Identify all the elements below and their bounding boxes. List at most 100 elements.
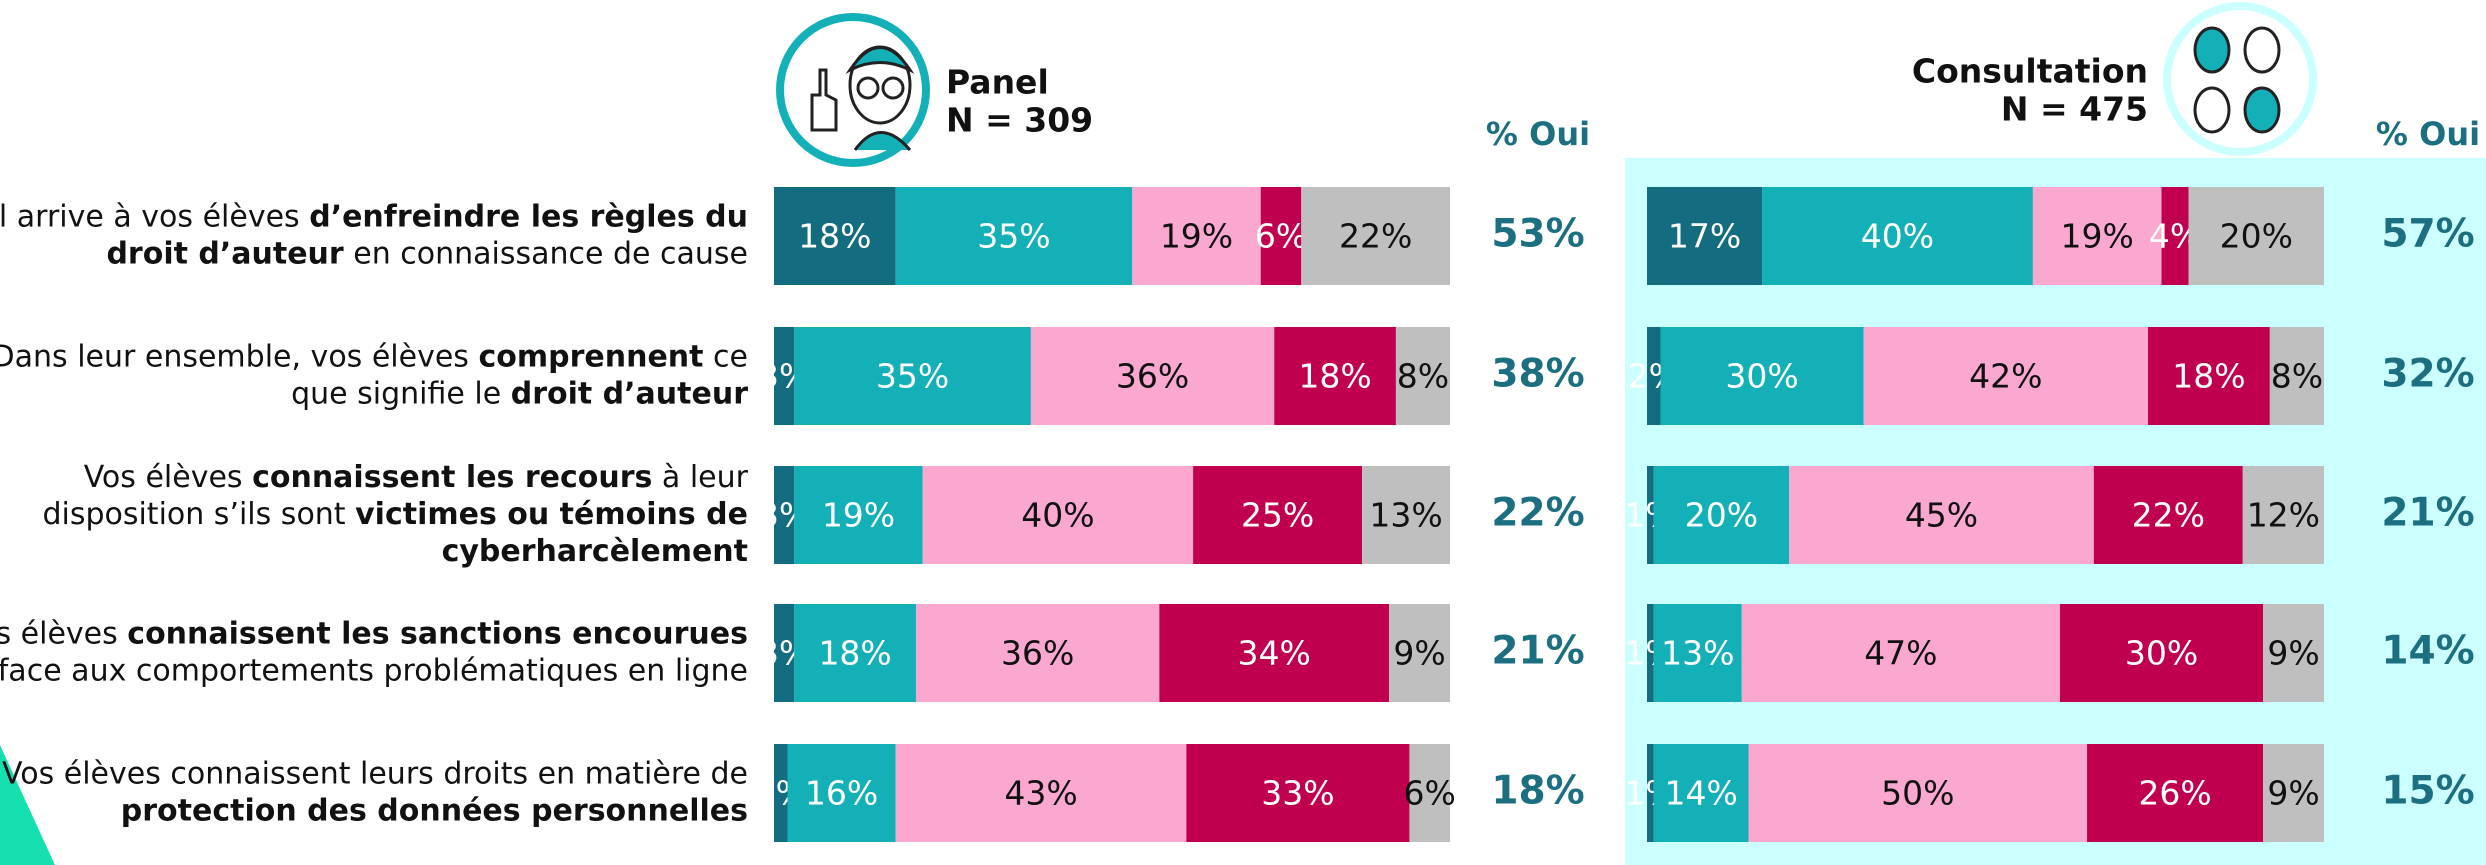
oui-value: 22% [1491,491,1584,536]
bar-value-label: 12% [2247,496,2320,535]
oui-value: 57% [2381,212,2474,257]
row-label-part: connaissent les sanctions encourues [127,616,748,651]
oui-value: 38% [1491,352,1584,397]
chart-title: Consultation [1912,52,2148,91]
bar-segment [895,744,1187,842]
row-label-part: protection des données personnelles [121,793,748,828]
bar-value-label: 50% [1881,774,1954,813]
bar-value-label: 18% [818,634,891,673]
bar-segment [1260,187,1302,285]
bar-segment [1395,327,1450,425]
row-label-part: Vos élèves connaissent leurs droits en m… [2,756,748,791]
bar-segment [1647,187,1763,285]
bar-segment [774,744,788,842]
bar-value-label: 6% [1404,774,1456,813]
oui-value: 15% [2381,769,2474,814]
bar-value-label: 45% [1905,496,1978,535]
bar-segment [2087,744,2264,842]
row-label-part: Dans leur ensemble, vos élèves [0,339,478,374]
bar-value-label: 13% [1369,496,1442,535]
consultation-icon [2163,2,2317,156]
bar-value-label: 30% [2125,634,2198,673]
bar-value-label: 6% [1255,217,1307,256]
bar-segment [1741,604,2060,702]
bar-segment [1132,187,1261,285]
oui-header: % Oui [1486,115,1590,153]
bar-value-label: 9% [1393,634,1445,673]
row-label: face aux comportements problématiques en… [0,653,748,688]
bar-value-label: 25% [1241,496,1314,535]
bar-segment [1647,744,1654,842]
bar-value-label: 19% [822,496,895,535]
row-label: Dans leur ensemble, vos élèves comprenne… [0,339,748,374]
bar-value-label: 35% [876,357,949,396]
bar-value-label: 26% [2138,774,2211,813]
row-label-part: face aux comportements problématiques en… [0,653,748,688]
row-label: protection des données personnelles [121,793,748,828]
oui-value: 21% [2381,491,2474,536]
oui-value: 21% [1491,629,1584,674]
bar-value-label: 14% [1664,774,1737,813]
oui-value: 53% [1491,212,1584,257]
bar-segment [1863,327,2148,425]
row-label-part: droit d’auteur [106,236,343,271]
row-label: Vos élèves connaissent les recours à leu… [84,460,749,495]
bar-segment [2161,187,2189,285]
bar-value-label: 20% [2220,217,2293,256]
bar-segment [1789,466,2094,564]
bar-segment [2188,187,2324,285]
bar-value-label: 9% [2267,774,2319,813]
bar-value-label: 19% [2061,217,2134,256]
bar-segment [1389,604,1450,702]
bar-value-label: 30% [1725,357,1798,396]
bar-value-label: 18% [798,217,871,256]
bar-segment [1301,187,1450,285]
bar-segment [1762,187,2033,285]
bar-segment [2147,327,2270,425]
bar-segment [2059,604,2264,702]
bar-segment [1647,604,1654,702]
row-label: cyberharcèlement [442,534,748,569]
bar-segment [2263,604,2324,702]
bar-value-label: 20% [1685,496,1758,535]
bar-value-label: 13% [1661,634,1734,673]
row-label-part: droit d’auteur [511,376,748,411]
oui-value: 32% [2381,352,2474,397]
bar-value-label: 18% [1298,357,1371,396]
bar-value-label: 36% [1116,357,1189,396]
bar-value-label: 47% [1864,634,1937,673]
row-label: Il arrive à vos élèves d’enfreindre les … [0,199,748,234]
bar-segment [1653,744,1749,842]
bar-segment [1653,466,1790,564]
row-label-part: victimes ou témoins de [355,497,748,532]
bar-value-label: 9% [2267,634,2319,673]
bar-segment [1647,466,1654,564]
panel-icon [776,13,930,167]
row-label-part: Vos élèves [84,460,252,495]
chart-subtitle: N = 475 [2001,90,2148,129]
bar-segment [1409,744,1450,842]
oui-value: 14% [2381,629,2474,674]
bar-value-label: 33% [1261,774,1334,813]
row-label: Vos élèves connaissent les sanctions enc… [0,616,748,651]
row-label-part: ce [704,339,749,374]
bar-value-label: 22% [1339,217,1412,256]
bar-value-label: 19% [1160,217,1233,256]
row-label-part: d’enfreindre les règles du [309,199,748,234]
bar-segment [2269,327,2324,425]
bar-segment [794,604,916,702]
row-label-part: comprennent [478,339,703,374]
oui-header: % Oui [2376,115,2480,153]
bar-segment [1030,327,1275,425]
bar-value-label: 8% [2271,357,2323,396]
corner-decoration [0,745,55,865]
row-label-part: Il arrive à vos élèves [0,199,309,234]
bar-segment [794,327,1031,425]
bar-segment [774,327,795,425]
row-label-part: connaissent les recours [252,460,652,495]
bar-segment [774,604,795,702]
bar-segment [1362,466,1450,564]
bar-segment [774,466,795,564]
row-label: droit d’auteur en connaissance de cause [106,236,748,271]
